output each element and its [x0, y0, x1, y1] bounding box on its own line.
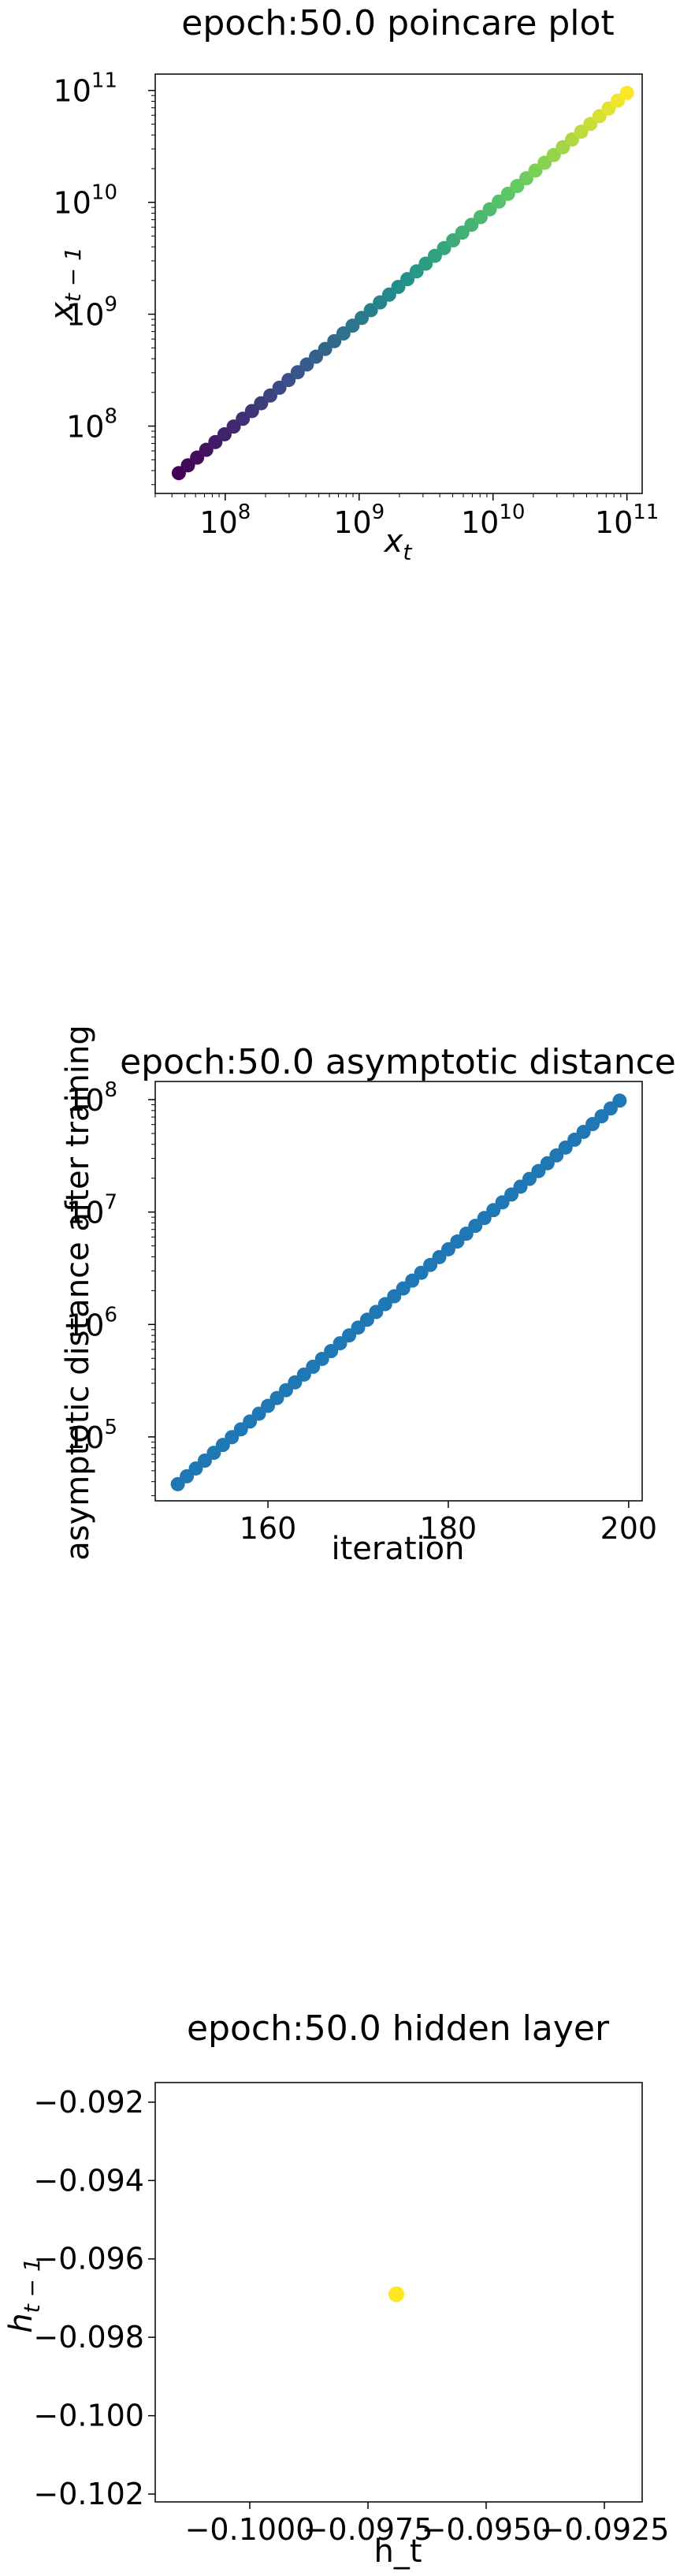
- poincare-x-tick-label: 1011: [595, 501, 659, 540]
- poincare-y-tick-label-exp: 11: [91, 69, 117, 93]
- chart-poincare-y-label-base: x: [44, 302, 80, 322]
- asymptotic-x-tick-label: 200: [600, 1511, 658, 1546]
- asymptotic-x-tick-label: 180: [420, 1511, 477, 1546]
- chart-asymptotic-frame: [154, 1081, 643, 1502]
- poincare-y-tick-label: 1010: [54, 181, 117, 221]
- asymptotic-y-tick-label-exp: 6: [104, 1303, 117, 1327]
- chart-poincare-title: epoch:50.0 poincare plot: [181, 3, 614, 43]
- poincare-y-tick-label: 1011: [54, 69, 117, 109]
- chart-poincare-x-label: xt: [383, 523, 413, 565]
- poincare-x-tick-label-exp: 10: [499, 501, 525, 524]
- hidden-x-tick-label: −0.1000: [185, 2512, 315, 2547]
- chart-hidden-frame: [154, 2082, 643, 2503]
- poincare-y-tick-label-base: 10: [66, 410, 104, 445]
- hidden-point: [388, 2286, 404, 2302]
- chart-hidden-x-label: h_t: [373, 2533, 422, 2570]
- poincare-x-tick-label-exp: 9: [372, 501, 385, 524]
- asymptotic-y-tick-label: 108: [66, 1078, 117, 1118]
- poincare-y-tick-label-exp: 8: [104, 405, 117, 429]
- hidden-y-tick-label: −0.098: [33, 2320, 144, 2355]
- poincare-y-tick-label-base: 10: [66, 298, 104, 333]
- poincare-y-tick-label: 108: [66, 405, 117, 445]
- poincare-point: [619, 85, 634, 100]
- asymptotic-y-tick-label-exp: 8: [104, 1078, 117, 1102]
- chart-poincare-frame: [154, 73, 643, 494]
- hidden-y-tick-label: −0.094: [33, 2163, 144, 2198]
- chart-poincare-y-label-sub: t − 1: [60, 247, 86, 302]
- hidden-x-tick-label: −0.0950: [422, 2512, 552, 2547]
- asymptotic-y-tick-label: 105: [66, 1416, 117, 1455]
- chart-asymptotic-title: epoch:50.0 asymptotic distance: [120, 1042, 676, 1082]
- hidden-y-tick-label: −0.092: [33, 2085, 144, 2120]
- chart-hidden-title: epoch:50.0 hidden layer: [187, 2008, 610, 2049]
- poincare-x-tick-label: 108: [199, 501, 251, 540]
- chart-hidden-y-label-base: h: [3, 2313, 39, 2332]
- asymptotic-y-tick-label-base: 10: [66, 1308, 104, 1342]
- hidden-y-tick-label: −0.102: [33, 2477, 144, 2511]
- asymptotic-y-tick-label-exp: 5: [104, 1416, 117, 1439]
- asymptotic-point: [612, 1093, 627, 1108]
- chart-hidden-points: [388, 2286, 404, 2302]
- poincare-x-tick-label-exp: 11: [633, 501, 659, 524]
- asymptotic-y-tick-label-base: 10: [66, 1420, 104, 1455]
- chart-poincare-x-label-sub: t: [403, 539, 412, 565]
- hidden-y-tick-label: −0.096: [33, 2242, 144, 2276]
- chart-poincare-x-ticks: 108 109 1010 1011: [154, 493, 659, 540]
- chart-asymptotic-x-label: iteration: [332, 1531, 465, 1567]
- chart-asymptotic: epoch:50.0 asymptotic distance 160 180 200…: [60, 1025, 676, 1567]
- hidden-y-tick-label: −0.100: [33, 2399, 144, 2433]
- poincare-x-tick-label-base: 10: [199, 505, 237, 540]
- poincare-x-tick-label-base: 10: [595, 505, 633, 540]
- poincare-x-tick-label: 1010: [461, 501, 525, 540]
- poincare-x-tick-label-base: 10: [461, 505, 499, 540]
- asymptotic-y-tick-label-base: 10: [66, 1083, 104, 1118]
- chart-hidden: epoch:50.0 hidden layer −0.1000−0.0975−0…: [3, 2008, 669, 2570]
- hidden-x-tick-label: −0.0925: [540, 2512, 670, 2547]
- asymptotic-y-tick-label-exp: 7: [104, 1191, 117, 1215]
- chart-asymptotic-x-ticks: 160 180 200: [240, 1501, 657, 1546]
- chart-hidden-y-label: ht − 1: [3, 2258, 45, 2332]
- asymptotic-y-tick-label: 107: [66, 1191, 117, 1230]
- chart-hidden-x-ticks: −0.1000−0.0975−0.0950−0.0925: [185, 2502, 670, 2547]
- chart-hidden-y-ticks: −0.102 −0.100 −0.098 −0.096 −0.094 −0.092: [33, 2085, 155, 2511]
- chart-poincare-points: [171, 85, 634, 481]
- poincare-x-tick-label: 109: [333, 501, 385, 540]
- poincare-x-tick-label-base: 10: [333, 505, 371, 540]
- asymptotic-y-tick-label: 106: [66, 1303, 117, 1342]
- chart-poincare: epoch:50.0 poincare plot 108 109 1010 1011 …: [44, 3, 659, 565]
- poincare-y-tick-label-exp: 9: [104, 293, 117, 317]
- chart-asymptotic-points: [170, 1093, 627, 1491]
- poincare-y-tick-label-base: 10: [54, 74, 91, 109]
- chart-hidden-y-label-sub: t − 1: [19, 2258, 45, 2313]
- poincare-y-tick-label-base: 10: [54, 186, 91, 221]
- chart-poincare-x-label-base: x: [383, 523, 403, 560]
- poincare-y-tick-label: 109: [66, 293, 117, 333]
- chart-asymptotic-y-label: asymptotic distance after training: [60, 1025, 96, 1561]
- asymptotic-x-tick-label: 160: [240, 1511, 297, 1546]
- asymptotic-y-tick-label-base: 10: [66, 1196, 104, 1230]
- poincare-y-tick-label-exp: 10: [91, 181, 117, 205]
- hidden-x-tick-label: −0.0975: [303, 2512, 433, 2547]
- poincare-x-tick-label-exp: 8: [238, 501, 251, 524]
- chart-poincare-y-label: xt − 1: [44, 247, 86, 322]
